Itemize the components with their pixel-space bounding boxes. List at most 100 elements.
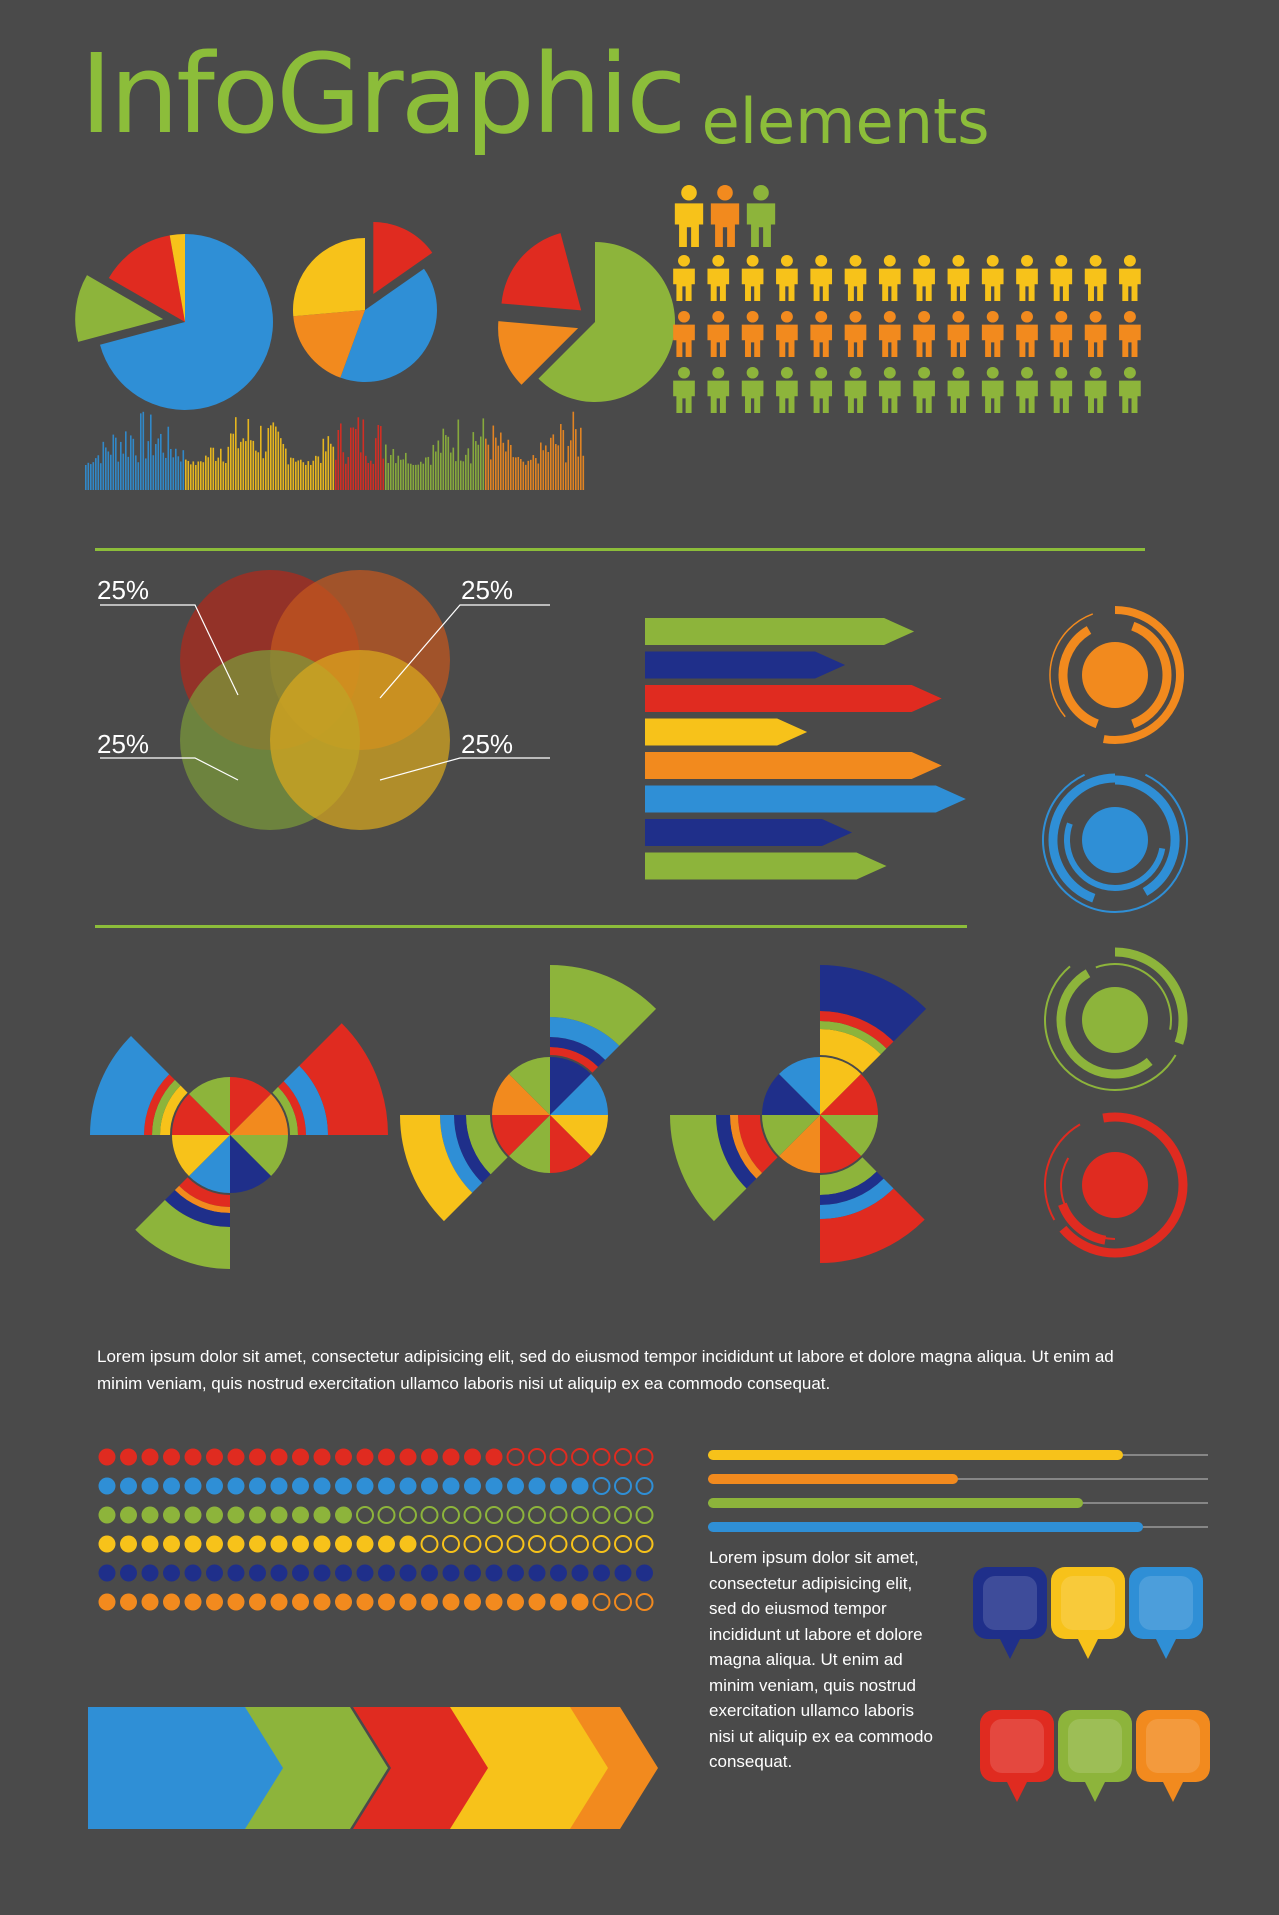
dot-row-3-filled [227, 1506, 245, 1524]
dot-row-1-empty [592, 1448, 611, 1466]
radial-fan-charts [90, 965, 927, 1269]
person-head [883, 255, 896, 267]
wave-bar [95, 458, 97, 490]
wave-bar [212, 447, 215, 490]
dot-row-3-empty [420, 1506, 439, 1524]
wave-bar [400, 459, 402, 490]
wave-bar [385, 444, 387, 490]
wave-bar [490, 459, 492, 490]
wave-bar [92, 462, 95, 490]
wave-bar [362, 419, 365, 490]
people-icon-grid [673, 185, 1141, 413]
wave-bar [152, 455, 155, 490]
pin-body [973, 1567, 1047, 1639]
person-head [849, 311, 862, 323]
person-head [678, 311, 690, 323]
person-icon [741, 367, 764, 413]
progress-fill-1 [708, 1450, 1123, 1460]
fan-3-core-slice [820, 1073, 878, 1115]
person-head [918, 255, 931, 267]
dot-row-3-empty [356, 1506, 374, 1524]
venn-label-top-left: 25% [97, 575, 150, 605]
person-body [1084, 324, 1107, 357]
dot-row-3-empty [463, 1506, 482, 1524]
wave-bar [500, 432, 502, 490]
fan-3-core-slice [778, 1057, 820, 1115]
wave-bar [252, 440, 255, 490]
ring-gauge-1-arc-3 [1058, 626, 1099, 729]
person-head [1055, 367, 1068, 379]
dot-row-2-filled [141, 1477, 159, 1495]
dot-row-1-filled [399, 1448, 417, 1466]
wave-bar [262, 458, 265, 490]
person-icon [776, 367, 798, 413]
person-head [815, 367, 828, 379]
wave-bar [155, 444, 157, 490]
wave-bar [505, 451, 507, 490]
wave-bar [312, 460, 315, 490]
person-head [1055, 255, 1068, 267]
wave-bar [247, 418, 250, 490]
venn-leader-1 [100, 604, 239, 696]
dot-row-6-empty [614, 1593, 632, 1611]
dot-row-2-empty [592, 1477, 611, 1495]
person-icon [1119, 367, 1141, 413]
person-body [947, 380, 970, 413]
person-icon [776, 311, 798, 357]
dot-row-4-empty [463, 1535, 482, 1553]
wave-bar [195, 464, 197, 490]
dot-row-4-empty [635, 1535, 654, 1553]
dot-row-6-filled [528, 1593, 546, 1611]
wave-bar [525, 464, 527, 490]
fan-2-core-slice [508, 1057, 550, 1115]
person-head [986, 311, 999, 323]
person-head [746, 367, 759, 379]
person-icon [673, 311, 695, 357]
wave-bar [472, 432, 475, 490]
dot-row-1-filled [120, 1448, 137, 1466]
dot-row-1-filled [292, 1448, 309, 1466]
person-head [1123, 255, 1136, 267]
dot-row-2-filled [206, 1477, 223, 1495]
wave-bar [260, 425, 262, 490]
person-body [776, 324, 798, 357]
dot-row-2-filled [184, 1477, 202, 1495]
dot-row-4-filled [98, 1535, 116, 1553]
pie-2-slice-1 [340, 268, 438, 382]
dot-row-4-filled [378, 1535, 395, 1553]
wave-bar [567, 445, 570, 490]
wave-bar [432, 444, 435, 490]
venn-diagram [100, 570, 550, 830]
wave-bar [405, 452, 407, 490]
wave-bar [147, 441, 150, 490]
wave-bar [202, 462, 205, 490]
dot-row-4-empty [614, 1535, 632, 1553]
person-head [815, 255, 828, 267]
dot-row-5-filled [614, 1564, 632, 1582]
dot-row-4-empty [592, 1535, 611, 1553]
person-icon [1016, 255, 1038, 301]
fan-3-blade-1-band-1 [820, 1029, 881, 1073]
person-body [981, 268, 1004, 301]
waveform-bars [85, 411, 585, 490]
wave-bar [397, 455, 400, 490]
person-icon [844, 311, 867, 357]
fan-3-blade-3-band-4 [670, 1115, 747, 1222]
chevron-1 [88, 1707, 283, 1829]
wave-bar [545, 445, 547, 490]
person-icon [1050, 255, 1073, 301]
wave-bar [302, 462, 305, 490]
person-body [1050, 380, 1073, 413]
fan-1-core-slice [188, 1077, 230, 1135]
person-icon [1016, 311, 1038, 357]
dot-row-4-filled [120, 1535, 137, 1553]
dot-row-2-filled [550, 1477, 567, 1495]
title-sub: elements [701, 85, 990, 158]
wave-bar [425, 457, 427, 490]
dot-row-4-filled [227, 1535, 245, 1553]
arrow-bar-8 [645, 852, 887, 880]
wave-bar [192, 461, 195, 490]
ring-gauge-2-arc-2 [1048, 773, 1116, 903]
wave-bar [115, 437, 117, 490]
dot-row-6-filled [378, 1593, 395, 1611]
